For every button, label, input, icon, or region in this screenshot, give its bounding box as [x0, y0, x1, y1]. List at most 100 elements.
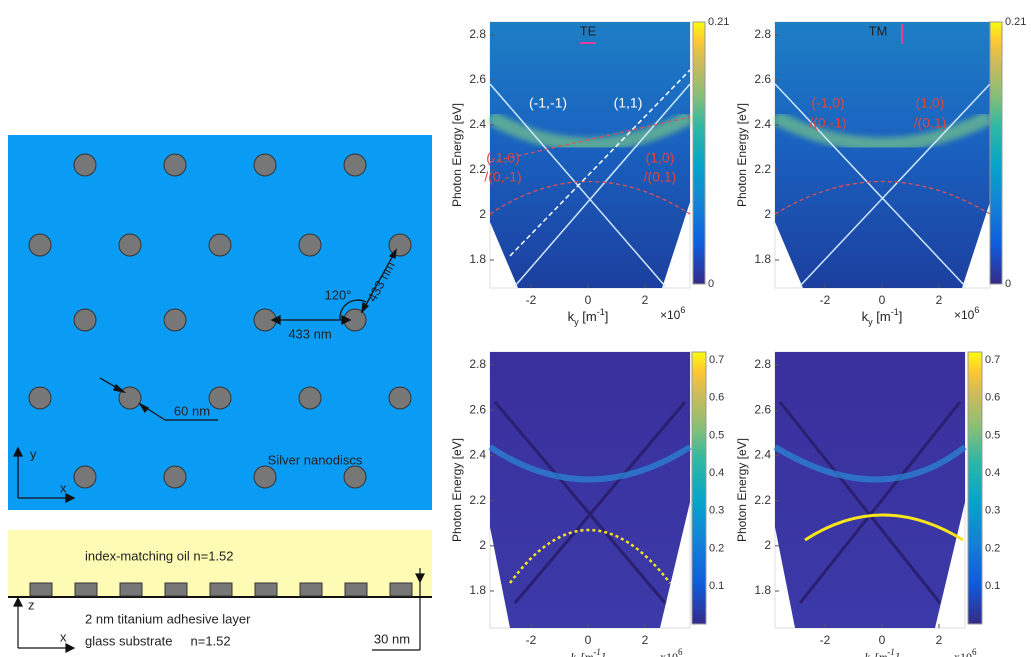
substrate: [8, 598, 432, 657]
colorbar-label: 0.2: [985, 542, 1000, 554]
heatmap: [775, 352, 965, 628]
axis-label: x: [60, 629, 67, 644]
y-tick-label: 1.8: [469, 252, 486, 266]
height-label: 30 nm: [374, 631, 410, 646]
disc: [388, 233, 412, 257]
multiplier: x106: [954, 647, 977, 657]
multiplier-exp: 6: [678, 647, 683, 657]
colorbar-label: 0.7: [709, 354, 724, 366]
colorbar-label: 0: [708, 278, 714, 290]
mode-label: /(0,1): [914, 115, 947, 131]
mode-line: [774, 83, 966, 287]
mode-line: [509, 69, 691, 257]
plot: 2.8 2.6 2.4 2.2 2 1.8 -2 0 2 Photon Energy [eV] ky…: [735, 351, 1000, 657]
x-tick-label: 0: [585, 633, 592, 647]
colorbar-label: 0.2: [709, 542, 724, 554]
x-tick-label: -2: [820, 633, 831, 647]
y-axis-label: Photon Energy [eV]: [735, 438, 749, 542]
disc: [73, 153, 97, 177]
x-axis-label-part: k: [568, 309, 575, 324]
multiplier-exp: 6: [680, 305, 685, 315]
colorbar-label: 0.6: [709, 392, 724, 404]
colorbar-label: 0.1: [985, 580, 1000, 592]
x-tick-label: -2: [526, 633, 537, 647]
y-tick-label: 2.4: [754, 117, 771, 131]
multiplier: ×106: [954, 305, 979, 322]
disc: [163, 153, 187, 177]
mode-label: (-1,0): [811, 95, 844, 111]
colorbar: [989, 21, 1003, 285]
mode-curve: [489, 180, 691, 215]
disc: [28, 386, 52, 410]
x-tick-label: 2: [642, 293, 649, 307]
layer-label: 2 nm titanium adhesive layer: [85, 611, 251, 626]
disc-profile: [164, 582, 188, 597]
angle-label: 120°: [325, 287, 352, 302]
pitch-label: 433 nm: [288, 326, 331, 341]
x-axis-label-part: [m: [874, 650, 888, 657]
x-axis-label-part: -1: [891, 307, 899, 317]
y-tick-label: 2.2: [754, 162, 771, 176]
mode-line: [493, 401, 667, 604]
disc: [253, 465, 277, 489]
x-axis-label-part: ]: [894, 650, 900, 657]
diameter-label: 60 nm: [174, 403, 210, 418]
x-axis-label-part: y: [868, 317, 873, 327]
colorbar-label: 0.21: [708, 16, 729, 28]
disc-profile: [209, 582, 233, 597]
x-tick-label: 0: [879, 633, 886, 647]
y-tick-label: 2.4: [469, 448, 486, 462]
colorbar-label: 0.1: [709, 580, 724, 592]
colorbar-label: 0.3: [709, 505, 724, 517]
plot: 2.8 2.6 2.4 2.2 2 1.8 -2 0 2 Photon Energy [eV] ky…: [450, 351, 724, 657]
y-tick-label: 2: [764, 538, 771, 552]
colorbar-label: 0.5: [985, 429, 1000, 441]
colorbar-label: 0.6: [985, 392, 1000, 404]
heatmap: [775, 22, 990, 288]
y-tick-label: 2: [764, 207, 771, 221]
band: [773, 444, 967, 483]
plot: TM (-1,0) /(0,-1) (1,0) /(0,1) 2.8 2.6 2.4 2.2 2 1…: [735, 16, 1026, 327]
disc: [298, 233, 322, 257]
mode-label: (1,1): [614, 95, 643, 111]
y-tick-label: 2.6: [754, 402, 771, 416]
colorbar: [967, 351, 983, 625]
x-axis-label-part: k: [571, 650, 577, 657]
mode-label: (-1,0): [486, 150, 519, 166]
x-tick-label: 2: [642, 633, 649, 647]
disc: [388, 386, 412, 410]
disc-profile: [29, 582, 53, 597]
mode-line: [799, 83, 991, 287]
y-axis-label: Photon Energy [eV]: [450, 438, 464, 542]
mode-line: [513, 401, 687, 604]
disc: [73, 308, 97, 332]
colorbar-label: 0: [1005, 278, 1011, 290]
x-tick-label: 2: [936, 293, 943, 307]
disc: [343, 465, 367, 489]
colorbar-label: 0.4: [985, 467, 1000, 479]
disc: [208, 233, 232, 257]
multiplier-exp: 6: [972, 647, 977, 657]
colorbar-label: 0.7: [985, 354, 1000, 366]
x-axis-label-part: k: [865, 650, 871, 657]
x-axis-label-part: [m: [579, 309, 597, 324]
colorbar: [691, 351, 707, 625]
disc-profile: [254, 582, 278, 597]
plot: TE (-1,-1) (1,1) (-1,0) /(0,-1) (1,0) /(0,1) 2.…: [450, 16, 729, 327]
mode-label: /(0,-1): [809, 115, 846, 131]
x-tick-label: 0: [879, 293, 886, 307]
mode-curve: [774, 180, 991, 215]
polarization-label: TM: [869, 23, 888, 38]
layer-label: index-matching oil n=1.52: [85, 548, 234, 563]
disc: [163, 465, 187, 489]
resonance: [804, 513, 964, 542]
x-axis-label: ky[m-1]: [865, 647, 900, 657]
band: [486, 110, 694, 152]
multiplier: ×106: [660, 305, 685, 322]
y-axis-label: Photon Energy [eV]: [735, 103, 749, 207]
disc-profile: [389, 582, 413, 597]
disc: [118, 233, 142, 257]
y-tick-label: 2.6: [469, 402, 486, 416]
x-axis-label: ky[m-1]: [571, 647, 606, 657]
